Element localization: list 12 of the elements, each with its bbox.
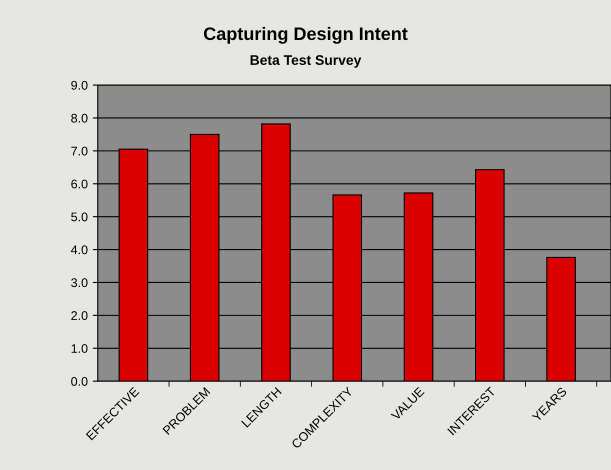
y-tick-label: 9.0 — [71, 80, 88, 90]
y-tick-label: 7.0 — [71, 146, 88, 156]
y-tick-label: 0.0 — [71, 376, 88, 386]
chart-subtitle: Beta Test Survey — [250, 55, 362, 68]
y-tick-label: 6.0 — [71, 180, 88, 188]
y-tick-label: 3.0 — [71, 278, 88, 288]
y-tick-label: 4.0 — [70, 245, 88, 254]
y-tick-label: 5.0 — [71, 212, 88, 222]
chart-title: Capturing Design Intent — [204, 26, 408, 44]
y-tick-label: 1.0 — [72, 344, 88, 353]
y-tick-label: 2.0 — [71, 311, 88, 320]
y-tick-label: 8.0 — [71, 114, 88, 123]
